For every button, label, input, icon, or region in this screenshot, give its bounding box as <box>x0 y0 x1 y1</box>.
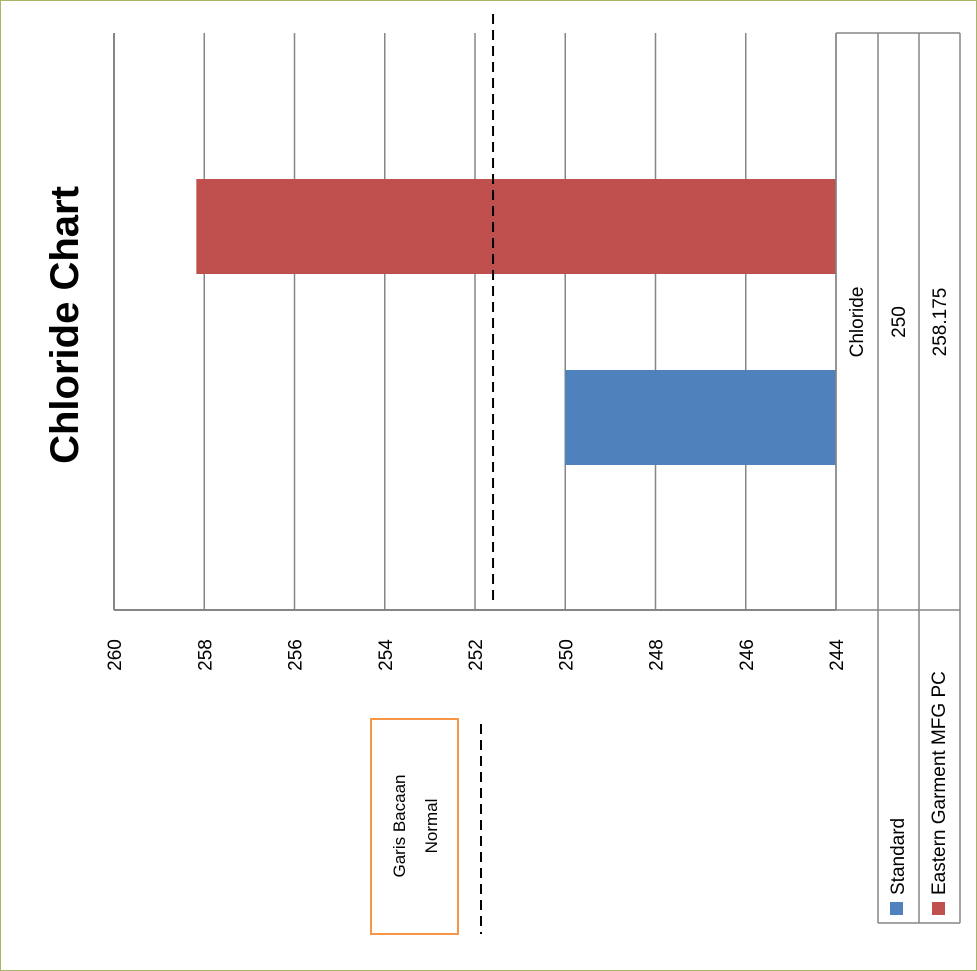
data-table <box>835 32 961 924</box>
legend-label-eastern: Eastern Garment MFG PC <box>929 671 950 895</box>
tick-label: 244 <box>827 639 848 671</box>
table-value-eastern: 258.175 <box>930 288 951 357</box>
tick-label: 248 <box>647 639 668 671</box>
reference-legend-box <box>370 718 459 935</box>
bar-eastern-garment <box>196 179 836 274</box>
reference-legend-line2: Normal <box>422 799 441 854</box>
tick-label: 256 <box>286 639 307 671</box>
grid-lines <box>113 33 837 610</box>
bar-standard <box>565 370 836 465</box>
reference-legend-line1: Garis Bacaan <box>390 775 409 878</box>
chart-title: Chloride Chart <box>43 186 87 464</box>
legend-swatch-standard <box>890 902 903 915</box>
tick-label: 254 <box>376 639 397 671</box>
bars <box>196 179 836 465</box>
tick-label: 260 <box>105 639 126 671</box>
table-value-standard: 250 <box>889 306 910 338</box>
tick-label: 252 <box>466 639 487 671</box>
tick-label: 246 <box>737 639 758 671</box>
legend-swatch-eastern <box>932 902 945 915</box>
tick-label: 250 <box>556 639 577 671</box>
legend-label-standard: Standard <box>888 818 909 895</box>
table-category-label: Chloride <box>847 287 868 358</box>
tick-label: 258 <box>195 639 216 671</box>
tick-labels: 260 258 256 254 252 250 248 246 244 <box>105 639 848 671</box>
